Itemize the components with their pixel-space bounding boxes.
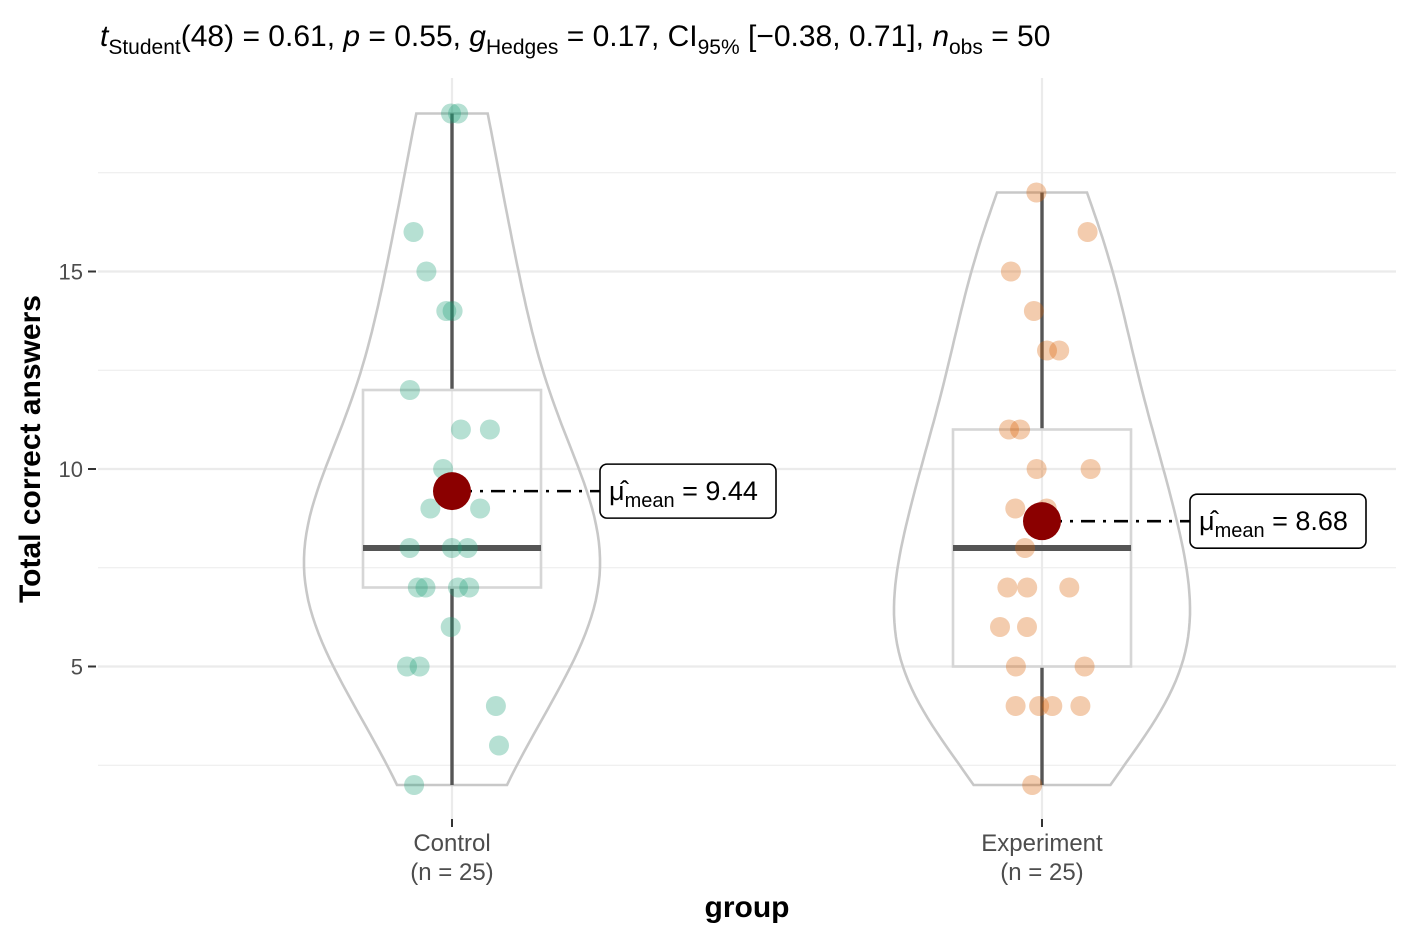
mean-label-box bbox=[599, 463, 777, 519]
subtitle-ci-sub: 95% bbox=[698, 36, 740, 59]
data-point bbox=[409, 656, 430, 677]
data-point bbox=[479, 419, 500, 440]
violin-experiment bbox=[892, 191, 1192, 787]
x-tick-label: Experiment bbox=[981, 830, 1103, 857]
subtitle-g-sub: Hedges bbox=[486, 36, 558, 59]
y-axis-title: Total correct answers bbox=[14, 295, 47, 603]
subtitle-t-sub: Student bbox=[108, 36, 181, 59]
data-point bbox=[1026, 182, 1047, 203]
data-point bbox=[1070, 696, 1091, 716]
x-axis: Control(n = 25)Experiment(n = 25) bbox=[410, 819, 1103, 886]
subtitle-n-value: = 50 bbox=[983, 20, 1051, 53]
data-point bbox=[1080, 459, 1101, 479]
data-point bbox=[436, 301, 457, 321]
x-tick-count-label: (n = 25) bbox=[410, 859, 493, 886]
data-point bbox=[415, 577, 436, 598]
data-point bbox=[1010, 419, 1031, 440]
violin-control bbox=[302, 112, 602, 787]
boxplots bbox=[361, 113, 1133, 785]
data-point bbox=[1059, 577, 1080, 598]
data-points bbox=[397, 103, 1101, 795]
data-point bbox=[997, 577, 1018, 598]
subtitle-t-label: t bbox=[100, 20, 110, 53]
subtitle-t-value: = 0.61, bbox=[234, 20, 343, 53]
violins bbox=[302, 112, 1192, 787]
subtitle-p-label: p bbox=[342, 20, 360, 53]
mean-label-symbol: μ̂ bbox=[609, 476, 630, 506]
mean-label-box bbox=[1189, 493, 1367, 549]
data-point bbox=[416, 261, 437, 282]
data-point bbox=[403, 222, 424, 242]
mean-label-sub: mean bbox=[1215, 520, 1265, 542]
y-tick-label: 5 bbox=[71, 655, 83, 680]
mean-label: μ̂mean = 8.68 bbox=[1199, 506, 1348, 542]
subtitle-g-label: g bbox=[469, 20, 486, 53]
subtitle-df: (48) bbox=[181, 20, 234, 53]
x-axis-title: group bbox=[705, 891, 790, 924]
subtitle-n-sub: obs bbox=[949, 36, 983, 59]
y-tick-label: 10 bbox=[59, 457, 83, 482]
data-point bbox=[407, 577, 428, 598]
x-tick-label: Control bbox=[413, 830, 490, 857]
mean-markers: μ̂mean = 9.44μ̂mean = 8.68 bbox=[433, 463, 1367, 549]
box-iqr-control bbox=[361, 388, 543, 589]
data-point bbox=[457, 538, 478, 558]
y-tick-label: 15 bbox=[59, 260, 83, 285]
data-point bbox=[399, 380, 420, 400]
subtitle-n-label: n bbox=[932, 20, 949, 53]
data-point bbox=[448, 103, 469, 124]
data-point bbox=[1017, 617, 1037, 637]
data-point bbox=[489, 735, 509, 756]
data-point bbox=[1005, 696, 1026, 716]
mean-point bbox=[1023, 502, 1061, 541]
data-point bbox=[459, 577, 480, 598]
mean-point bbox=[433, 472, 471, 511]
data-point bbox=[1015, 538, 1035, 558]
data-point bbox=[1022, 775, 1043, 795]
data-point bbox=[1077, 222, 1098, 242]
x-tick-count-label: (n = 25) bbox=[1000, 859, 1083, 886]
data-point bbox=[404, 775, 425, 795]
data-point bbox=[1000, 261, 1021, 282]
data-point bbox=[485, 696, 506, 716]
data-point bbox=[999, 419, 1019, 440]
gridlines bbox=[98, 78, 1396, 820]
data-point bbox=[1029, 696, 1050, 716]
subtitle-p-value: = 0.55, bbox=[360, 20, 469, 53]
data-point bbox=[399, 538, 420, 558]
data-point bbox=[470, 498, 491, 519]
mean-label-sub: mean bbox=[625, 490, 675, 512]
subtitle-ci-value: [−0.38, 0.71], bbox=[740, 20, 933, 53]
mean-label-value: = 9.44 bbox=[675, 476, 758, 506]
data-point bbox=[450, 419, 471, 440]
data-point bbox=[1017, 577, 1038, 598]
mean-label: μ̂mean = 9.44 bbox=[609, 476, 758, 512]
data-point bbox=[1037, 340, 1057, 361]
data-point bbox=[441, 538, 462, 558]
data-point bbox=[1026, 459, 1047, 479]
data-point bbox=[1042, 696, 1063, 716]
data-point bbox=[440, 617, 461, 637]
chart-subtitle: tStudent(48) = 0.61, p = 0.55, gHedges =… bbox=[100, 20, 1050, 59]
data-point bbox=[1005, 656, 1026, 677]
data-point bbox=[1005, 498, 1026, 519]
data-point bbox=[990, 617, 1010, 637]
mean-label-value: = 8.68 bbox=[1265, 506, 1348, 536]
data-point bbox=[1023, 301, 1044, 321]
data-point bbox=[1049, 340, 1070, 361]
subtitle-g-value: = 0.17, CI bbox=[558, 20, 697, 53]
data-point bbox=[1074, 656, 1095, 677]
data-point bbox=[397, 656, 417, 677]
mean-label-symbol: μ̂ bbox=[1199, 506, 1220, 536]
data-point bbox=[441, 103, 461, 124]
data-point bbox=[448, 577, 468, 598]
data-point bbox=[420, 498, 441, 519]
y-axis: 5 10 15 bbox=[59, 260, 96, 680]
data-point bbox=[442, 301, 463, 321]
